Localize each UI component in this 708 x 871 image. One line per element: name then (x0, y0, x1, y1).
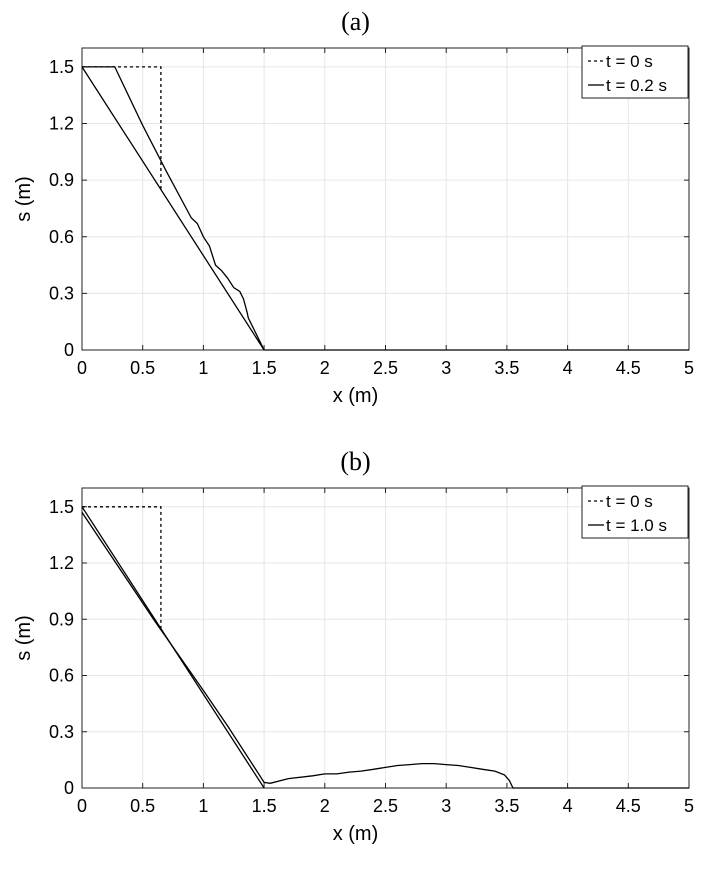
panel-b: (b) 0 0.5 1 1.5 2 2.5 3 3.5 4 4.5 5 0 0.3 0.6 0.9 1.2 1.5… (13, 447, 694, 845)
x-tick-label: 5 (684, 796, 694, 816)
x-tick-label: 1 (198, 796, 208, 816)
legend-entry: t = 0 s (606, 492, 653, 511)
y-axis-label: s (m) (13, 615, 35, 661)
x-axis-label: x (m) (333, 385, 379, 407)
x-tick-label: 4 (563, 796, 573, 816)
series-line-final (81, 512, 689, 789)
x-tick-label: 0.5 (130, 358, 155, 378)
x-tick-label: 4.5 (616, 796, 641, 816)
x-tick-label: 3 (441, 796, 451, 816)
y-axis-label: s (m) (13, 176, 35, 222)
x-tick-label: 0 (77, 358, 87, 378)
y-tick-label: 0 (64, 778, 74, 798)
y-tick-label: 1.5 (49, 57, 74, 77)
x-tick-label: 4 (563, 358, 573, 378)
x-tick-label: 0 (77, 796, 87, 816)
legend-entry: t = 1.0 s (606, 516, 667, 535)
x-tick-label: 1 (198, 358, 208, 378)
y-tick-label: 0.6 (49, 666, 74, 686)
legend-entry: t = 0.2 s (606, 76, 667, 95)
panel-a: (a) 0 0.5 1 1.5 2 2.5 3 3.5 4 4.5 5 0 0.3 0.6 0.9 1.2 1.5… (13, 7, 694, 407)
x-tick-label: 4.5 (616, 358, 641, 378)
x-tick-label: 2 (320, 358, 330, 378)
x-tick-label: 3.5 (494, 358, 519, 378)
y-tick-label: 0.9 (49, 170, 74, 190)
y-tick-label: 1.5 (49, 497, 74, 517)
x-tick-label: 3.5 (494, 796, 519, 816)
x-tick-label: 2.5 (373, 796, 398, 816)
y-tick-label: 0.6 (49, 227, 74, 247)
legend-box (581, 485, 689, 539)
panel-title: (a) (341, 7, 370, 36)
x-tick-label: 2 (320, 796, 330, 816)
legend-entry: t = 0 s (606, 52, 653, 71)
x-tick-label: 2.5 (373, 358, 398, 378)
x-tick-label: 1.5 (252, 796, 277, 816)
y-tick-label: 0.3 (49, 283, 74, 303)
reference-line (81, 66, 265, 351)
series-line-final (82, 66, 689, 351)
x-tick-label: 3 (441, 358, 451, 378)
x-tick-label: 0.5 (130, 796, 155, 816)
y-tick-label: 0.9 (49, 609, 74, 629)
x-axis-label: x (m) (333, 823, 379, 845)
y-tick-label: 1.2 (49, 114, 74, 134)
x-tick-label: 1.5 (252, 358, 277, 378)
panel-title: (b) (340, 447, 370, 476)
y-tick-label: 0.3 (49, 722, 74, 742)
y-tick-label: 1.2 (49, 553, 74, 573)
y-tick-label: 0 (64, 340, 74, 360)
series-line-initial (82, 506, 162, 629)
legend-box (581, 45, 689, 99)
x-tick-label: 5 (684, 358, 694, 378)
